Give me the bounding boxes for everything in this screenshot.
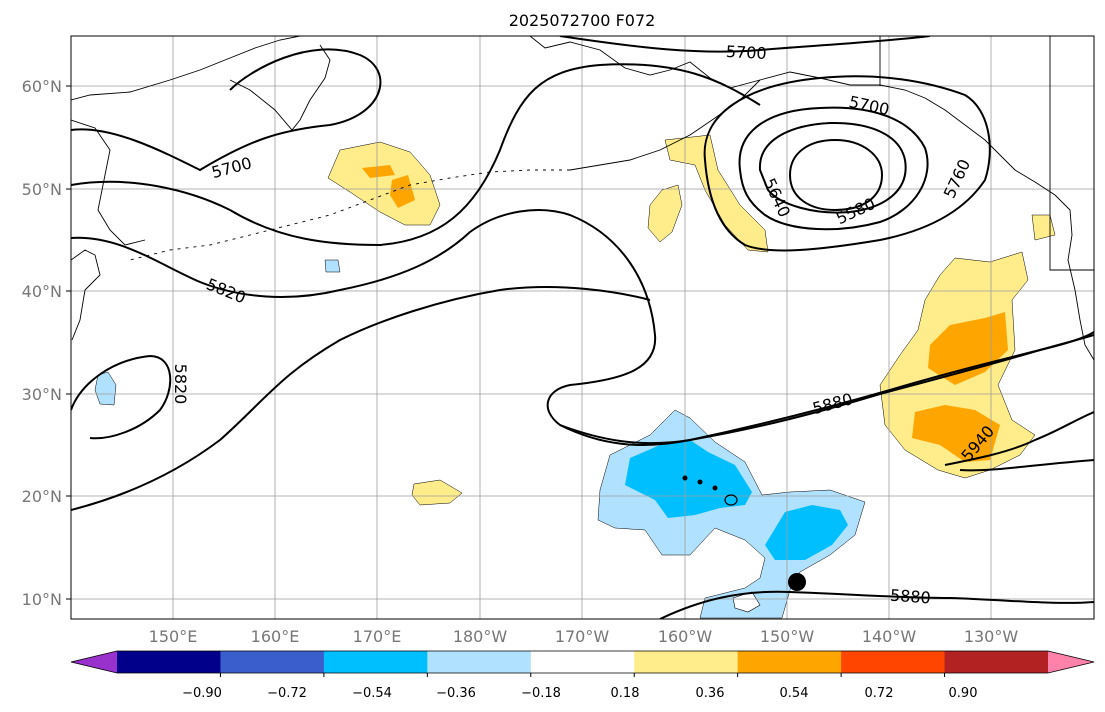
lon-label: 150°W <box>760 627 815 646</box>
colorbar-tick-label: 0.72 <box>865 686 894 701</box>
colorbar-segment <box>530 651 635 673</box>
colorbar-tick-label: 0.36 <box>696 686 725 701</box>
contour-5580 <box>788 138 884 212</box>
lon-label: 170°W <box>555 627 610 646</box>
colorbar-tick-label: −0.72 <box>267 686 307 701</box>
contour-5700-west <box>71 48 382 172</box>
colorbar-tick-label: −0.90 <box>182 686 222 701</box>
contour-5820-loop <box>71 354 172 440</box>
anomaly-shading <box>94 134 1056 619</box>
graticule <box>71 36 1094 619</box>
longitude-labels: 150°E 160°E 170°E 180°W 170°W 160°W 150°… <box>149 627 1019 646</box>
positive-anomaly-area <box>647 184 683 243</box>
negative-anomaly-area <box>324 259 341 273</box>
lat-label: 50°N <box>22 180 62 199</box>
lat-label: 40°N <box>22 282 62 301</box>
contour-5880-east <box>559 334 1094 445</box>
colorbar-segment <box>427 651 532 673</box>
positive-anomaly-area <box>327 141 441 226</box>
lon-label: 160°W <box>658 627 713 646</box>
colorbar-segment <box>944 651 1049 673</box>
coastline-canada-westcoast <box>924 97 1094 361</box>
colorbar-segment <box>737 651 842 673</box>
contour-5700-north <box>559 36 931 53</box>
contour-5640 <box>758 121 907 214</box>
contour-5880-south <box>659 590 1094 619</box>
colorbar-tick-label: 0.54 <box>780 686 809 701</box>
colorbar-segment <box>220 651 325 673</box>
positive-anomaly-area <box>1031 214 1056 241</box>
negative-anomaly-area <box>94 371 117 406</box>
hawaii-island <box>697 479 703 485</box>
coastline-japan <box>71 249 101 341</box>
contour-5820-band <box>71 209 1094 446</box>
coastline-aleutians <box>129 169 570 261</box>
colorbar: −0.90 −0.72 −0.54 −0.36 −0.18 0.18 0.36 … <box>70 650 1095 701</box>
colorbar-segment <box>634 651 739 673</box>
lat-label: 10°N <box>22 590 62 609</box>
contour-label: 5820 <box>171 364 190 405</box>
contour-label: 5880 <box>889 586 931 608</box>
colorbar-tick-label: 0.18 <box>611 686 640 701</box>
contour-5940 <box>944 411 1094 472</box>
lat-label: 60°N <box>22 77 62 96</box>
colorbar-segment <box>841 651 946 673</box>
positive-anomaly-area <box>664 134 769 253</box>
contour-label: 5700 <box>725 42 767 63</box>
colorbar-tick-label: −0.18 <box>521 686 561 701</box>
colorbar-tick-label: −0.36 <box>436 686 476 701</box>
coastline-sea-of-okhotsk <box>71 119 146 246</box>
latitude-labels: 60°N 50°N 40°N 30°N 20°N 10°N <box>22 77 71 609</box>
height-contours <box>71 36 1094 619</box>
lon-label: 150°E <box>149 627 198 646</box>
hawaii-island <box>682 475 688 481</box>
contour-5820-south <box>71 286 651 511</box>
colorbar-extend-low <box>71 651 117 673</box>
positive-anomaly-core <box>912 405 1000 462</box>
location-marker <box>788 573 806 591</box>
lon-label: 170°E <box>353 627 402 646</box>
colorbar-segment <box>323 651 428 673</box>
coastline-kamchatka <box>229 44 331 131</box>
map-title: 2025072700 F072 <box>509 11 656 30</box>
lon-label: 160°E <box>251 627 300 646</box>
colorbar-segment <box>117 651 221 673</box>
coastline-asia <box>71 36 301 101</box>
hawaii-island <box>712 485 718 491</box>
lon-label: 130°W <box>964 627 1019 646</box>
lat-label: 30°N <box>22 385 62 404</box>
colorbar-outline <box>70 650 1095 674</box>
contour-5760 <box>703 75 991 252</box>
contour-5820-west <box>71 63 761 247</box>
hawaii-big-island <box>724 494 738 506</box>
lon-label: 140°W <box>862 627 917 646</box>
positive-anomaly-area <box>411 479 463 506</box>
positive-anomaly-core <box>362 165 415 208</box>
negative-anomaly-core <box>765 505 848 560</box>
map-frame <box>70 35 1095 620</box>
map-plot-area: 5700 5700 5700 5820 5820 5640 5580 5760 … <box>71 36 1094 619</box>
positive-anomaly-core <box>928 312 1008 385</box>
contour-5700-inner <box>738 106 929 231</box>
lon-label: 180°W <box>453 627 508 646</box>
colorbar-tick-label: −0.54 <box>352 686 392 701</box>
colorbar-tick-label: 0.90 <box>949 686 978 701</box>
lat-label: 20°N <box>22 487 62 506</box>
colorbar-extend-high <box>1048 651 1094 673</box>
negative-anomaly-core <box>625 440 752 518</box>
